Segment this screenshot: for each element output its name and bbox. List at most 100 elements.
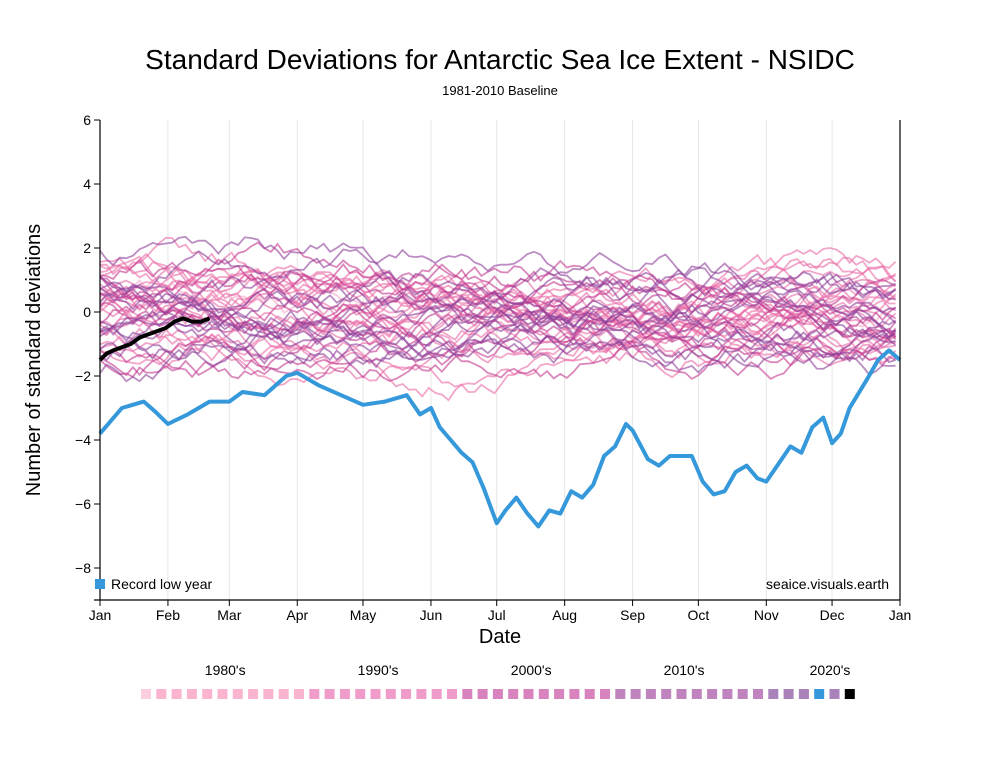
year-line-2018[interactable] [99, 235, 897, 346]
year-swatch-2006[interactable] [554, 689, 565, 699]
year-swatch-1979[interactable] [141, 689, 151, 699]
year-line-2000[interactable] [99, 278, 897, 382]
x-tick-label: Nov [754, 607, 779, 623]
year-swatch-1985[interactable] [232, 689, 243, 699]
year-swatch-2010[interactable] [615, 689, 626, 699]
x-tick-label: Apr [286, 607, 308, 623]
year-swatch-1999[interactable] [447, 689, 457, 699]
year-line-2020[interactable] [99, 292, 896, 346]
decade-label: 1990's [358, 662, 399, 678]
year-line-2006[interactable] [99, 258, 897, 338]
year-swatch-2008[interactable] [584, 689, 595, 699]
year-line-2019[interactable] [99, 261, 897, 340]
year-swatch-2017[interactable] [722, 689, 733, 699]
year-swatch-1988[interactable] [278, 689, 289, 699]
year-swatch-1991[interactable] [324, 689, 335, 699]
year-swatch-2014[interactable] [676, 689, 687, 699]
x-tick-label: Oct [687, 607, 709, 623]
x-axis-label: Date [479, 626, 521, 648]
credit-text[interactable]: seaice.visuals.earth [766, 576, 889, 592]
x-tick-label: Jun [420, 607, 443, 623]
historic-year-lines [99, 235, 897, 402]
year-swatch-2012[interactable] [645, 689, 656, 699]
year-line-2014[interactable] [99, 248, 896, 300]
year-swatches [141, 689, 855, 699]
year-swatch-1990[interactable] [309, 689, 320, 699]
year-swatch-2019[interactable] [753, 689, 763, 699]
year-line-2015[interactable] [99, 287, 897, 368]
year-swatch-2023[interactable] [814, 689, 825, 699]
x-tick-label: Mar [217, 607, 241, 623]
year-swatch-1992[interactable] [339, 689, 350, 699]
year-swatch-1982[interactable] [186, 689, 197, 699]
x-tick-label: Sep [620, 607, 645, 623]
highlight-series [98, 316, 902, 529]
axes: 6 4 2 0 −2 −4 −6 −8 Jan Feb Mar Apr May Jun Jul Aug Sep O… [75, 112, 911, 623]
year-swatch-2005[interactable] [538, 689, 549, 699]
year-line-1992[interactable] [99, 295, 896, 387]
chart-title: Standard Deviations for Antarctic Sea Ic… [145, 44, 855, 75]
year-swatch-2009[interactable] [600, 689, 610, 699]
year-swatch-1997[interactable] [416, 689, 427, 699]
record-low-line[interactable] [98, 348, 902, 529]
year-swatch-2025[interactable] [844, 689, 855, 699]
year-swatch-2000[interactable] [462, 689, 473, 699]
decade-label: 2020's [810, 662, 851, 678]
x-tick-label: Jan [889, 607, 912, 623]
y-tick-label: −8 [75, 560, 91, 576]
y-tick-label: 0 [83, 304, 91, 320]
year-line-2002[interactable] [99, 300, 897, 380]
y-tick-label: 2 [83, 240, 91, 256]
y-tick-label: −4 [75, 432, 91, 448]
year-swatch-2021[interactable] [783, 689, 794, 699]
year-swatch-1994[interactable] [370, 689, 381, 699]
year-swatch-1987[interactable] [263, 689, 274, 699]
x-tick-label: Jan [89, 607, 112, 623]
decade-label: 2000's [511, 662, 552, 678]
year-swatch-2022[interactable] [798, 689, 809, 699]
year-swatch-1989[interactable] [294, 689, 304, 699]
year-swatch-1986[interactable] [248, 689, 259, 699]
chart-subtitle: 1981-2010 Baseline [442, 83, 558, 98]
year-swatch-1983[interactable] [202, 689, 213, 699]
year-swatch-1981[interactable] [171, 689, 182, 699]
year-swatch-1980[interactable] [156, 689, 167, 699]
year-swatch-2016[interactable] [707, 689, 718, 699]
year-line-2022[interactable] [99, 265, 896, 358]
year-swatch-2002[interactable] [492, 689, 503, 699]
y-tick-label: −2 [75, 368, 91, 384]
x-tick-label: Jul [488, 607, 506, 623]
year-swatch-2003[interactable] [508, 689, 519, 699]
year-swatch-2018[interactable] [737, 689, 748, 699]
decade-label: 1980's [205, 662, 246, 678]
year-swatch-2020[interactable] [768, 689, 779, 699]
year-swatch-2015[interactable] [691, 689, 702, 699]
decade-labels: 1980's 1990's 2000's 2010's 2020's [205, 662, 851, 678]
year-line-2013[interactable] [99, 321, 897, 368]
x-tick-label: Feb [156, 607, 180, 623]
year-swatch-2004[interactable] [523, 689, 534, 699]
year-swatch-1993[interactable] [355, 689, 366, 699]
record-low-legend-swatch [95, 579, 105, 589]
y-tick-label: 4 [83, 176, 91, 192]
record-low-legend-label: Record low year [111, 576, 212, 592]
x-tick-label: Aug [552, 607, 577, 623]
y-axis-label: Number of standard deviations [23, 224, 45, 496]
year-swatch-2013[interactable] [661, 689, 672, 699]
year-swatch-1995[interactable] [385, 689, 396, 699]
x-tick-label: May [350, 607, 376, 623]
year-line-2024[interactable] [99, 301, 896, 376]
gridlines [167, 120, 833, 600]
year-line-1980[interactable] [99, 252, 896, 367]
year-swatch-2024[interactable] [829, 689, 840, 699]
year-swatch-1996[interactable] [401, 689, 412, 699]
year-swatch-2001[interactable] [477, 689, 488, 699]
year-swatch-1984[interactable] [217, 689, 228, 699]
year-swatch-1998[interactable] [431, 689, 442, 699]
year-swatch-2011[interactable] [630, 689, 641, 699]
year-swatch-2007[interactable] [569, 689, 580, 699]
year-line-2003[interactable] [99, 241, 897, 338]
current-year-line[interactable] [98, 316, 211, 362]
year-line-2005[interactable] [99, 327, 897, 381]
